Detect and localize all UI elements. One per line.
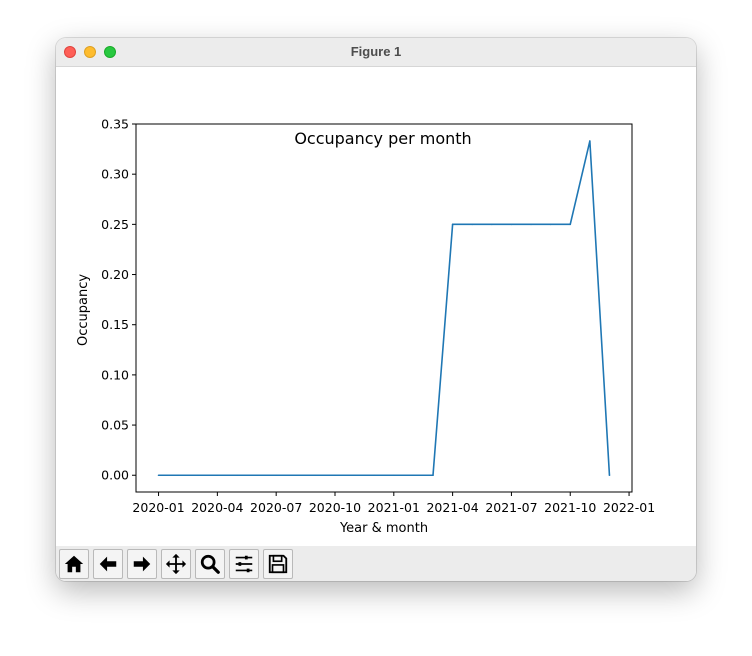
y-tick-label: 0.20 — [101, 267, 129, 282]
title-bar: Figure 1 — [56, 38, 696, 67]
move-icon — [165, 553, 187, 575]
data-point-2020-09 — [314, 474, 317, 477]
x-tick-label: 2020-04 — [191, 500, 243, 515]
data-point-2021-03 — [432, 474, 434, 477]
x-tick-label: 2020-07 — [250, 500, 302, 515]
minimize-window-button[interactable] — [84, 46, 96, 58]
y-axis-label: Occupancy — [76, 274, 91, 346]
line-chart: Occupancy per month 0.00 0.05 0.10 0.15 0.20… — [76, 117, 655, 537]
y-tick-label: 0.15 — [101, 317, 129, 332]
x-tick-label: 2021-01 — [368, 500, 420, 515]
close-window-button[interactable] — [64, 46, 76, 58]
window-title: Figure 1 — [350, 44, 402, 59]
y-tick-label: 0.00 — [101, 468, 129, 483]
magnifier-icon — [200, 554, 220, 574]
save-button[interactable] — [263, 549, 293, 579]
x-axis-label: Year & month — [339, 521, 428, 536]
data-point-2021-02 — [412, 474, 415, 477]
chart-title: Occupancy per month — [294, 129, 471, 148]
arrow-left-icon — [99, 556, 117, 572]
data-point-2021-01 — [393, 474, 395, 477]
y-axis: 0.00 0.05 0.10 0.15 0.20 0.25 0.30 0.35 — [101, 117, 136, 483]
zoom-button[interactable] — [195, 549, 225, 579]
x-tick-label: 2021-07 — [485, 500, 537, 515]
navigation-toolbar — [56, 546, 696, 581]
data-point-2021-08 — [530, 223, 532, 226]
data-point-2021-06 — [491, 223, 493, 226]
data-point-2021-10 — [569, 223, 572, 226]
figure-window: Figure 1 Occupancy per month 0.00 0.05 0.1… — [56, 38, 696, 581]
configure-subplots-button[interactable] — [229, 549, 259, 579]
data-point-2020-03 — [196, 474, 199, 477]
home-icon — [64, 555, 84, 573]
data-point-2020-01 — [157, 474, 160, 477]
data-point-2021-09 — [549, 223, 552, 226]
y-tick-label: 0.30 — [101, 167, 129, 182]
x-tick-label: 2021-10 — [544, 500, 596, 515]
x-tick-label: 2021-04 — [426, 500, 478, 515]
x-tick-label: 2022-01 — [603, 500, 655, 515]
data-point-2020-02 — [177, 474, 179, 477]
data-point-2020-12 — [373, 474, 375, 477]
floppy-disk-icon — [268, 554, 288, 574]
data-point-2020-04 — [216, 474, 219, 477]
data-point-2021-11 — [589, 140, 591, 142]
data-points — [157, 140, 611, 477]
data-point-2021-07 — [510, 223, 513, 226]
y-tick-label: 0.25 — [101, 217, 129, 232]
forward-button[interactable] — [127, 549, 157, 579]
data-point-2020-08 — [294, 474, 297, 477]
sliders-icon — [235, 555, 253, 573]
data-point-2021-12 — [608, 474, 611, 477]
data-point-2020-06 — [255, 474, 258, 477]
y-tick-label: 0.35 — [101, 117, 129, 132]
series-line — [158, 140, 611, 477]
data-point-2020-11 — [353, 474, 356, 477]
y-tick-label: 0.05 — [101, 418, 129, 433]
data-point-2020-10 — [334, 474, 336, 477]
data-point-2020-05 — [236, 474, 238, 477]
data-point-2021-04 — [451, 223, 454, 226]
x-tick-label: 2020-01 — [132, 500, 184, 515]
data-point-2020-07 — [275, 474, 277, 477]
back-button[interactable] — [93, 549, 123, 579]
arrow-right-icon — [133, 556, 151, 572]
x-tick-label: 2020-10 — [309, 500, 361, 515]
plot-area — [135, 123, 633, 493]
zoom-window-button[interactable] — [104, 46, 116, 58]
data-point-2021-05 — [471, 223, 474, 226]
x-axis: 2020-01 2020-04 2020-07 2020-10 2021-01 2021-… — [132, 492, 655, 515]
y-tick-label: 0.10 — [101, 367, 129, 382]
home-button[interactable] — [59, 549, 89, 579]
pan-button[interactable] — [161, 549, 191, 579]
